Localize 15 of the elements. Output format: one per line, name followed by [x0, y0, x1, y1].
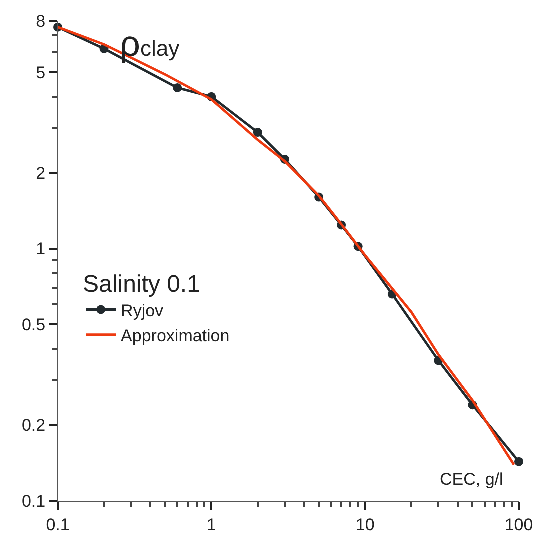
x-tick-label: 100: [504, 515, 534, 534]
x-tick-label: 1: [206, 515, 216, 534]
y-tick-label: 0.1: [22, 492, 46, 511]
y-tick-label: 5: [36, 63, 46, 82]
x-axis-title: CEC, g/l: [440, 470, 504, 489]
legend-title: Salinity 0.1: [83, 271, 200, 298]
y-tick-label: 8: [36, 12, 46, 31]
y-tick-label: 2: [36, 164, 46, 183]
y-tick-label: 0.2: [22, 416, 46, 436]
legend-label: Ryjov: [121, 301, 164, 320]
y-axis-title: ρclay: [120, 23, 180, 64]
legend-label: Approximation: [121, 326, 230, 346]
x-tick-label: 10: [356, 515, 375, 534]
y-tick-label: 1: [36, 240, 46, 259]
y-tick-label: 0.5: [22, 316, 46, 335]
